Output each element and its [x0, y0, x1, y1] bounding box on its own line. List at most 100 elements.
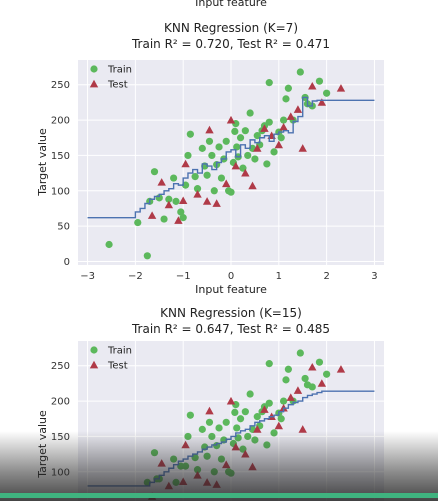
- x-tick-label: −2: [128, 271, 143, 282]
- x-tick-label: 1: [276, 271, 282, 282]
- y-axis-label: Target value: [36, 410, 49, 479]
- test-point: [226, 396, 236, 405]
- train-point: [205, 137, 214, 145]
- train-point: [215, 424, 223, 432]
- train-point: [251, 155, 259, 163]
- train-point: [217, 455, 226, 463]
- train-point: [323, 370, 331, 378]
- train-point: [246, 109, 254, 117]
- train-point: [233, 424, 241, 432]
- y-tick-label: 250: [51, 80, 70, 91]
- train-point: [265, 79, 273, 87]
- train-point: [270, 148, 278, 156]
- test-point: [181, 159, 190, 168]
- y-tick-labels: 0 50 100 150 200 250: [51, 80, 70, 268]
- train-point: [217, 174, 226, 182]
- train-point: [236, 134, 245, 142]
- train-point: [170, 174, 178, 182]
- test-point: [253, 144, 262, 152]
- train-point: [323, 89, 331, 97]
- train-point: [231, 408, 239, 416]
- train-point: [265, 360, 273, 368]
- x-tick-label: 2: [323, 271, 329, 282]
- test-point: [205, 406, 214, 415]
- train-point: [203, 452, 211, 460]
- test-point: [336, 365, 346, 373]
- video-progress-bar[interactable]: [0, 493, 438, 498]
- train-point: [186, 411, 194, 419]
- y-axis-label: Target value: [36, 128, 49, 197]
- test-point: [274, 140, 284, 149]
- y-tick-label: 200: [51, 397, 70, 408]
- test-point: [293, 386, 303, 394]
- test-point: [298, 425, 307, 433]
- test-point: [317, 379, 327, 387]
- train-point: [244, 151, 252, 160]
- train-point: [308, 383, 316, 391]
- train-point: [265, 118, 273, 126]
- test-point: [193, 190, 202, 198]
- y-tick-label: 0: [64, 257, 70, 268]
- test-point: [202, 197, 212, 205]
- train-point: [165, 195, 173, 203]
- train-point: [179, 214, 187, 222]
- train-point: [105, 240, 113, 249]
- test-point: [174, 216, 183, 224]
- train-point: [208, 151, 216, 160]
- legend: Train Test: [89, 346, 132, 372]
- chart-title: KNN Regression (K=15): [160, 306, 302, 320]
- train-point: [265, 399, 273, 407]
- train-point: [177, 208, 185, 216]
- train-point: [241, 408, 249, 416]
- test-point: [231, 161, 240, 170]
- train-point: [172, 197, 180, 205]
- train-point: [210, 468, 218, 476]
- chart-subtitle: Train R² = 0.647, Test R² = 0.485: [131, 322, 330, 336]
- train-point: [244, 432, 252, 441]
- legend-test-marker: [89, 360, 99, 369]
- legend-train-marker: [90, 65, 98, 73]
- test-point: [286, 112, 295, 120]
- train-point: [301, 374, 309, 383]
- train-point: [205, 418, 214, 426]
- data-marks: [87, 68, 375, 260]
- test-point: [212, 199, 221, 207]
- legend-label: Test: [107, 80, 128, 91]
- train-point: [222, 418, 230, 426]
- chart-subtitle: Train R² = 0.720, Test R² = 0.471: [131, 37, 330, 51]
- x-tick-labels: −3 −2 −1 0 1 2 3: [80, 271, 377, 282]
- train-point: [251, 436, 259, 444]
- x-tick-label: 0: [228, 271, 234, 282]
- train-point: [270, 429, 278, 437]
- train-point: [222, 137, 230, 145]
- x-tick-label: 3: [371, 271, 377, 282]
- chart-knn-k15: KNN Regression (K=15) Train R² = 0.647, …: [36, 306, 384, 501]
- test-point: [226, 115, 236, 124]
- train-point: [263, 160, 271, 168]
- test-point: [178, 196, 188, 205]
- test-point: [279, 122, 288, 131]
- train-point: [296, 349, 304, 357]
- legend-label: Train: [107, 346, 132, 357]
- legend-train-marker: [90, 346, 98, 354]
- test-point: [336, 84, 346, 92]
- train-point: [253, 413, 261, 421]
- train-point: [236, 415, 245, 423]
- train-point: [263, 441, 271, 449]
- test-point: [260, 405, 269, 413]
- y-tick-label: 150: [51, 432, 70, 443]
- train-point: [282, 376, 290, 384]
- legend-test-marker: [89, 79, 99, 88]
- train-point: [186, 130, 194, 138]
- test-point: [293, 105, 303, 113]
- train-point: [284, 365, 292, 373]
- chart-knn-k7: KNN Regression (K=7) Train R² = 0.720, T…: [36, 21, 384, 296]
- test-point: [286, 393, 295, 401]
- chart-title: KNN Regression (K=7): [164, 21, 298, 35]
- train-point: [277, 415, 285, 423]
- test-point: [253, 425, 262, 433]
- prediction-line: [87, 96, 375, 219]
- train-point: [181, 462, 190, 470]
- x-tick-label: −3: [80, 271, 95, 282]
